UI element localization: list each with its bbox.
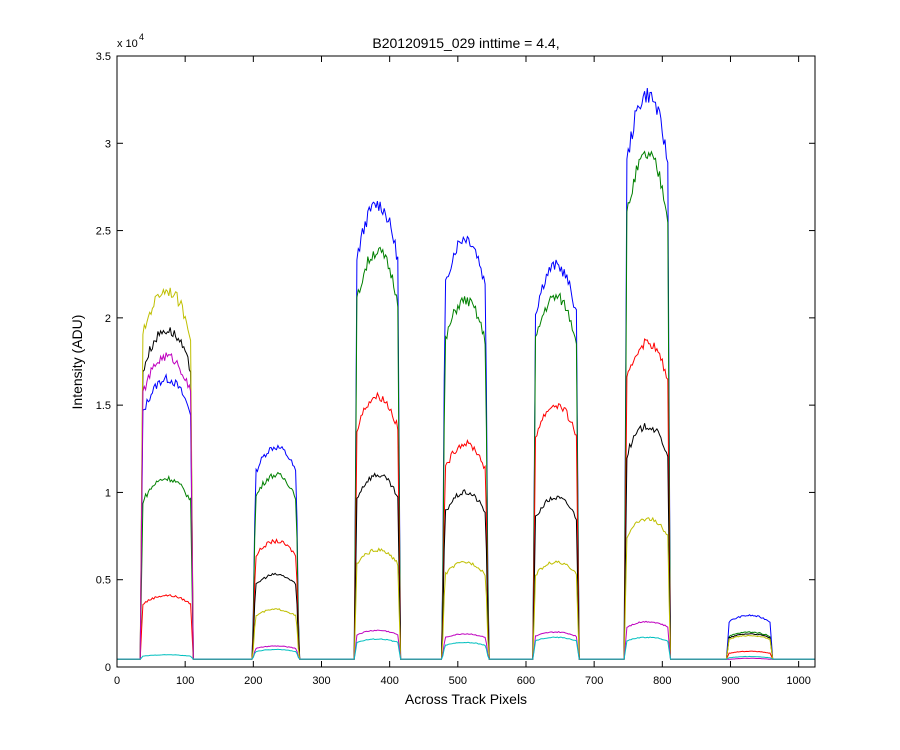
y-tick-label: 1 — [105, 487, 111, 499]
series-line — [117, 636, 815, 660]
y-tick-label: 0 — [105, 662, 111, 674]
x-axis: 0 100 200 300 400 500 600 700 800 900 1000 — [114, 56, 811, 687]
x-tick-label: 200 — [244, 675, 262, 687]
y-exponent-base: x 10 — [117, 38, 138, 50]
y-axis-label: Intensity (ADU) — [69, 315, 85, 410]
y-tick-label: 1.5 — [96, 400, 111, 412]
y-tick-label: 2 — [105, 313, 111, 325]
y-tick-label: 3.5 — [96, 51, 111, 63]
axes-box — [116, 55, 816, 668]
series-layer — [117, 87, 815, 660]
x-tick-label: 300 — [312, 675, 330, 687]
plot-area — [117, 56, 815, 667]
x-tick-label: 600 — [517, 675, 535, 687]
x-tick-label: 900 — [721, 675, 739, 687]
x-tick-label: 100 — [176, 675, 194, 687]
x-tick-label: 400 — [380, 675, 398, 687]
y-tick-label: 3 — [105, 138, 111, 150]
x-tick-label: 500 — [449, 675, 467, 687]
y-axis: 0 0.5 1 1.5 2 2.5 3 3.5 — [96, 51, 815, 674]
x-axis-label: Across Track Pixels — [405, 691, 527, 707]
x-tick-label: 800 — [653, 675, 671, 687]
x-tick-label: 0 — [114, 675, 120, 687]
y-tick-label: 0.5 — [96, 575, 111, 587]
x-tick-label: 1000 — [786, 675, 810, 687]
y-exponent-power: 4 — [139, 32, 144, 42]
x-tick-label: 700 — [585, 675, 603, 687]
chart-title: B20120915_029 inttime = 4.4, — [372, 35, 559, 51]
y-tick-label: 2.5 — [96, 226, 111, 238]
